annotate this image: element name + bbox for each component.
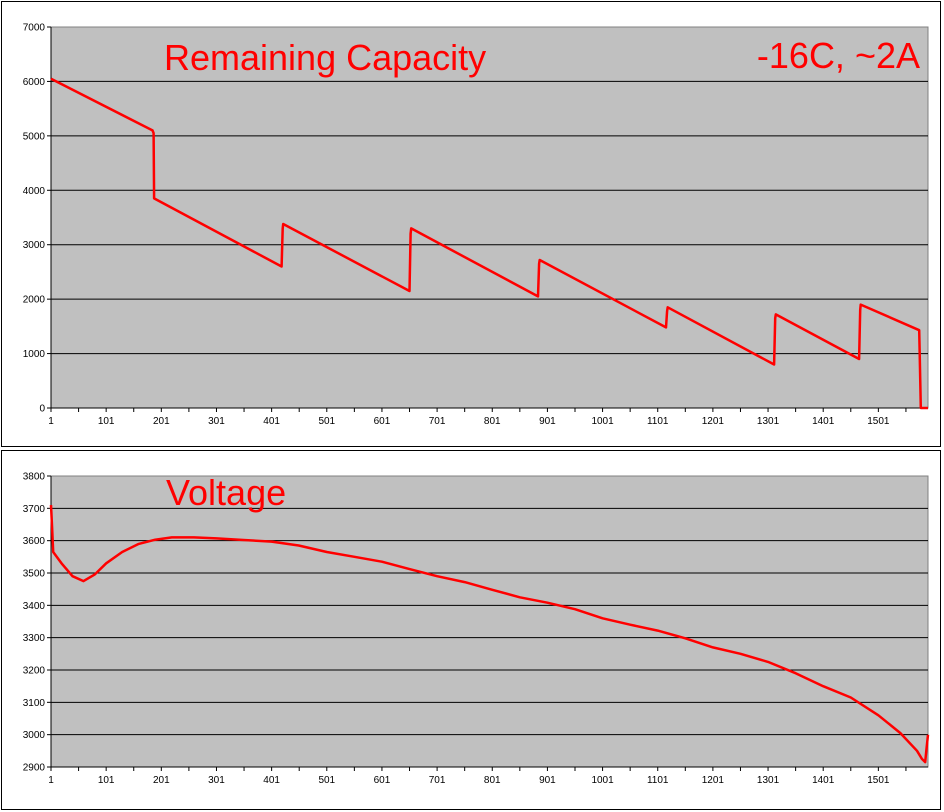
x-tick-label: 801: [484, 416, 501, 427]
y-tick-label: 7000: [23, 23, 46, 34]
chart-title: Voltage: [166, 472, 286, 513]
y-tick-label: 3800: [23, 472, 46, 483]
x-tick-label: 601: [374, 775, 391, 786]
y-tick-label: 3300: [23, 633, 46, 644]
voltage-chart: 2900 3000 3100 3200 3300 3400 3500 3600 3700 3800…: [23, 472, 930, 786]
y-tick-label: 3000: [23, 240, 46, 251]
x-tick-label: 901: [539, 775, 556, 786]
capacity-chart-panel: 0 1000 2000 3000 4000 5000 6000 7000 1 101 201 301 4…: [1, 1, 941, 447]
x-tick-label: 1001: [591, 416, 614, 427]
x-tick-label: 801: [484, 775, 501, 786]
x-tick-label: 601: [374, 416, 391, 427]
x-tick-label: 1401: [812, 416, 835, 427]
x-tick-label: 1301: [757, 416, 780, 427]
x-tick-label: 1101: [647, 775, 669, 786]
x-tick-label: 501: [318, 775, 335, 786]
x-tick-label: 1001: [591, 775, 614, 786]
x-tick-label: 1201: [702, 775, 725, 786]
y-tick-label: 0: [39, 404, 45, 415]
x-tick-label: 1201: [702, 416, 725, 427]
x-tick-label: 201: [153, 775, 170, 786]
y-tick-label: 3500: [23, 569, 46, 580]
chart-annotation: -16C, ~2A: [757, 35, 920, 76]
x-tick-label: 1501: [867, 775, 890, 786]
voltage-chart-panel: 2900 3000 3100 3200 3300 3400 3500 3600 3700 3800…: [1, 450, 941, 810]
y-tick-label: 1000: [23, 349, 46, 360]
x-tick-label: 501: [318, 416, 335, 427]
y-tick-label: 3100: [23, 698, 46, 709]
x-tick-label: 401: [263, 416, 280, 427]
y-tick-label: 3400: [23, 601, 46, 612]
series-line-0: [50, 77, 928, 410]
x-tick-label: 301: [208, 775, 225, 786]
x-tick-label: 401: [263, 775, 280, 786]
y-tick-label: 5000: [23, 131, 46, 142]
x-tick-label: 1101: [647, 416, 669, 427]
x-tick-label: 101: [98, 416, 115, 427]
y-tick-label: 3700: [23, 504, 46, 515]
x-tick-label: 701: [429, 416, 446, 427]
y-tick-label: 6000: [23, 77, 46, 88]
x-tick-label: 901: [539, 416, 556, 427]
y-tick-label: 3000: [23, 730, 46, 741]
x-tick-label: 1501: [867, 416, 890, 427]
x-tick-label: 201: [153, 416, 170, 427]
chart-title: Remaining Capacity: [164, 37, 486, 78]
x-tick-label: 101: [98, 775, 115, 786]
x-tick-label: 1: [48, 416, 54, 427]
x-tick-label: 1301: [757, 775, 780, 786]
x-tick-label: 1: [48, 775, 54, 786]
y-tick-label: 4000: [23, 186, 46, 197]
x-tick-label: 701: [429, 775, 446, 786]
y-tick-label: 2000: [23, 295, 46, 306]
x-tick-label: 301: [208, 416, 225, 427]
plot-area: [50, 475, 929, 768]
series-line-0: [49, 505, 930, 764]
y-tick-label: 2900: [23, 763, 46, 774]
y-tick-label: 3200: [23, 666, 46, 677]
plot-area: [50, 26, 929, 409]
x-tick-label: 1401: [812, 775, 835, 786]
y-tick-label: 3600: [23, 536, 46, 547]
